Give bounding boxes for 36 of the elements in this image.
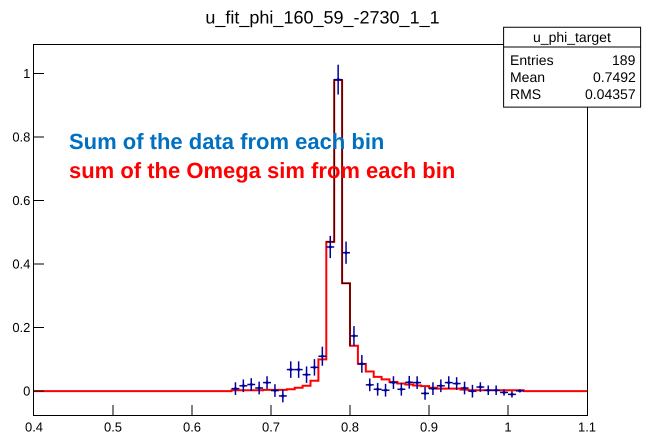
point [455, 382, 458, 386]
point [494, 388, 498, 392]
point [281, 394, 284, 398]
x-tick-label: 0.5 [104, 420, 122, 435]
x-tick-label: 0.7 [262, 420, 280, 435]
annotation: u_phi_target [533, 29, 611, 45]
text: 189 [612, 52, 636, 68]
annotation: 0.04357 [585, 86, 636, 102]
x-tick-label: 1 [504, 420, 512, 435]
y-tick-label: 0.2 [12, 320, 30, 336]
point [360, 362, 364, 366]
y-tick-label: 1 [23, 66, 30, 82]
y-tick-label: 0.4 [12, 256, 30, 272]
x-tick-label: 0.9 [420, 420, 438, 435]
chart-title: u_fit_phi_160_59_-2730_1_1 [205, 7, 440, 28]
point [400, 388, 403, 391]
point [258, 386, 261, 390]
point [478, 386, 482, 389]
x-tick-label: 1.1 [578, 420, 596, 435]
y-tick-label: 0.8 [12, 130, 30, 145]
y-tick-label: 0 [23, 384, 30, 399]
point [297, 368, 300, 372]
point [344, 251, 348, 254]
point [376, 388, 380, 391]
point [384, 388, 388, 392]
point [416, 381, 419, 384]
x-tick-label: 0.8 [340, 420, 360, 435]
annotation: Entries [510, 52, 554, 68]
y-tick-label: 0.6 [12, 193, 30, 208]
point [439, 384, 442, 388]
point [242, 384, 245, 388]
annotation: Mean [510, 69, 546, 85]
x-tick-label: 0.6 [182, 420, 202, 435]
point [408, 380, 411, 384]
text: 0.7492 [593, 69, 636, 85]
annotation: RMS [510, 86, 542, 102]
